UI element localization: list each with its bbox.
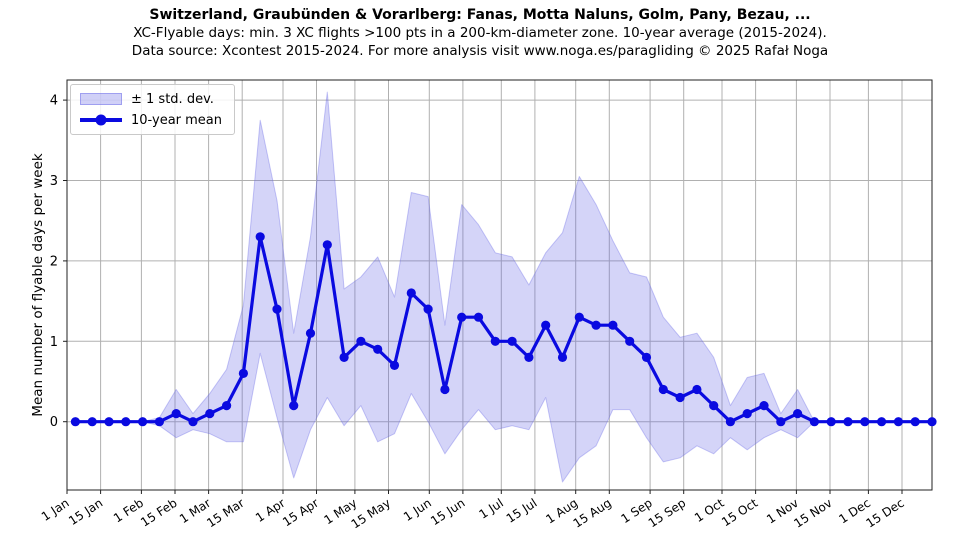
data-point (87, 417, 97, 427)
std-band-swatch (80, 93, 122, 105)
data-point (104, 417, 114, 427)
data-point (641, 352, 652, 362)
data-point (440, 384, 450, 395)
data-point (272, 304, 282, 314)
data-point (541, 320, 551, 330)
data-point (608, 320, 618, 330)
chart-source-note: Data source: Xcontest 2015-2024. For mor… (131, 43, 829, 59)
data-point (171, 409, 181, 419)
data-point (910, 417, 920, 427)
data-point (389, 360, 400, 370)
data-point (339, 352, 349, 362)
title-block: Switzerland, Graubünden & Vorarlberg: Fa… (0, 6, 960, 60)
data-point (826, 417, 836, 427)
data-point (877, 417, 887, 427)
plot-border (66, 79, 933, 491)
x-tick-label: 15 Oct (719, 496, 760, 530)
y-axis-ticks: 0 1 2 3 4 (50, 94, 67, 430)
legend-mean-label: 10-year mean (131, 112, 223, 128)
data-point (154, 417, 164, 427)
x-tick-label: 15 Nov (791, 496, 834, 531)
y-tick-label: 4 (50, 94, 58, 109)
data-point (860, 417, 870, 427)
data-point (725, 417, 736, 427)
data-point (625, 336, 635, 346)
x-tick-label: 15 Feb (138, 496, 179, 530)
data-point (793, 409, 803, 419)
data-point (574, 312, 584, 322)
x-tick-label: 1 Jun (401, 496, 434, 524)
y-tick-label: 1 (50, 335, 58, 350)
data-point (70, 417, 80, 427)
data-point (843, 417, 853, 427)
data-point (423, 304, 433, 314)
std-band (74, 91, 933, 483)
chart-subtitle: XC-Flyable days: min. 3 XC flights >100 … (133, 25, 827, 41)
legend-row-std: ± 1 std. dev. (80, 91, 222, 107)
data-point (255, 232, 265, 242)
mean-data-points (70, 232, 937, 427)
data-point (121, 417, 131, 427)
data-point (809, 417, 820, 427)
data-point (289, 401, 299, 411)
x-tick-label: 15 Jun (428, 496, 467, 528)
x-tick-label: 15 Apr (280, 496, 321, 529)
data-point (591, 320, 601, 330)
data-point (188, 417, 198, 427)
x-tick-label: 1 Jan (39, 496, 72, 524)
legend-std-label: ± 1 std. dev. (131, 91, 214, 107)
x-tick-label: 15 Jul (504, 496, 540, 526)
data-point (927, 417, 937, 427)
legend: ± 1 std. dev. 10-year mean (70, 84, 236, 135)
mean-line (73, 235, 934, 424)
data-point (776, 417, 786, 427)
data-point (138, 417, 148, 427)
data-point (893, 417, 904, 427)
data-point (709, 401, 719, 411)
x-tick-label: 1 Jul (477, 496, 506, 522)
data-point (305, 328, 316, 338)
data-point (524, 352, 534, 362)
data-point (759, 401, 769, 411)
data-point (692, 384, 702, 395)
data-point (222, 401, 232, 411)
x-tick-label: 15 Sep (646, 496, 689, 530)
mean-line-swatch (80, 114, 122, 126)
data-point (406, 288, 416, 298)
data-point (373, 344, 383, 354)
data-point (322, 240, 332, 250)
y-tick-label: 3 (50, 174, 58, 189)
data-point (557, 352, 568, 362)
data-point (356, 336, 366, 346)
y-tick-label: 2 (50, 254, 58, 269)
x-tick-label: 15 Jan (66, 496, 105, 528)
x-gridlines (66, 80, 903, 490)
data-point (473, 312, 484, 322)
y-tick-label: 0 (50, 415, 58, 430)
data-point (205, 409, 215, 419)
data-point (238, 368, 248, 378)
data-point (490, 336, 500, 346)
x-tick-label: 15 Mar (204, 496, 247, 531)
x-tick-label: 15 Aug (571, 496, 614, 531)
x-tick-label: 15 Dec (864, 496, 907, 531)
data-point (457, 312, 467, 322)
data-point (675, 392, 685, 403)
legend-row-mean: 10-year mean (80, 112, 222, 128)
mean-dot-swatch (95, 114, 107, 126)
data-point (742, 409, 752, 419)
data-point (507, 336, 517, 346)
data-point (658, 384, 668, 395)
chart-title: Switzerland, Graubünden & Vorarlberg: Fa… (149, 7, 811, 23)
